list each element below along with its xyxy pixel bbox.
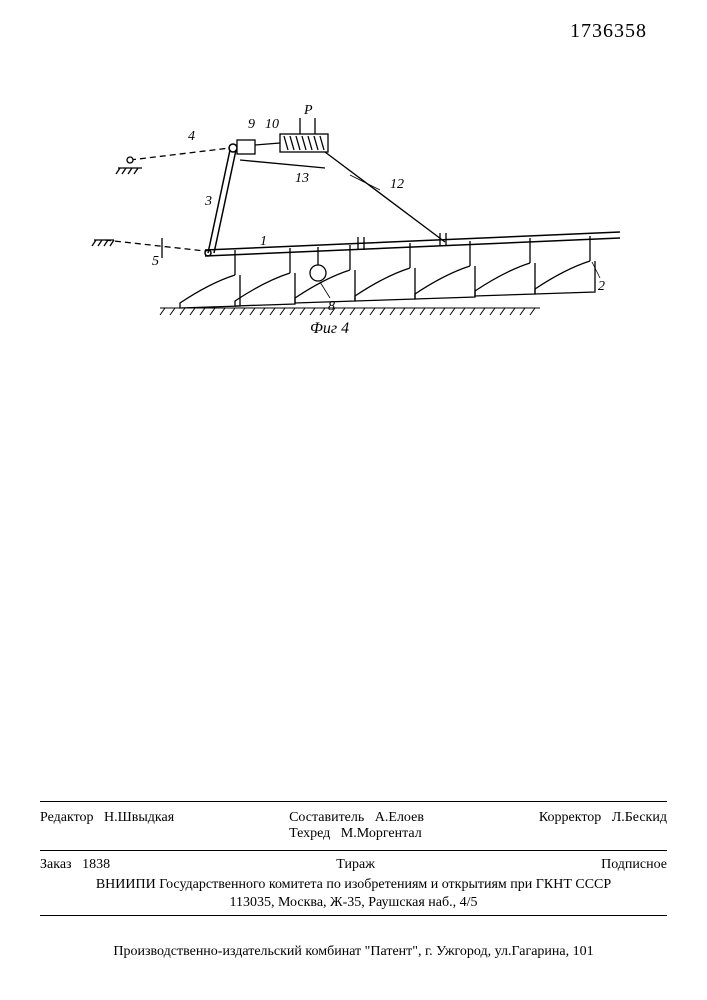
label-5: 5 (152, 254, 159, 269)
label-12: 12 (390, 177, 404, 192)
techred-name: М.Моргентал (341, 826, 422, 841)
org-line-2: 113035, Москва, Ж-35, Раушская наб., 4/5 (40, 895, 667, 911)
label-3: 3 (204, 194, 212, 209)
org-line-1: ВНИИПИ Государственного комитета по изоб… (40, 877, 667, 893)
order-label: Заказ (40, 857, 72, 872)
label-p: P (303, 103, 313, 118)
compiler-name: А.Елоев (375, 810, 424, 825)
tirazh-label: Тираж (336, 857, 375, 873)
compiler-label: Составитель (289, 810, 364, 825)
figure-caption: Фиг 4 (310, 320, 349, 338)
footer-block: Редактор Н.Швыдкая Составитель А.Елоев Т… (40, 797, 667, 920)
techred-label: Техред (289, 826, 330, 841)
editor-label: Редактор (40, 810, 94, 825)
label-2: 2 (598, 279, 605, 294)
publisher-line: Производственно-издательский комбинат "П… (40, 944, 667, 960)
figure-4: 4 9 10 P 13 12 3 1 5 8 2 (90, 90, 650, 350)
podpisnoe-label: Подписное (601, 857, 667, 873)
editor-name: Н.Швыдкая (104, 810, 174, 825)
label-1: 1 (260, 234, 267, 249)
label-9: 9 (248, 117, 255, 132)
label-10: 10 (265, 117, 279, 132)
corrector-label: Корректор (539, 810, 601, 825)
corrector-name: Л.Бескид (612, 810, 667, 825)
label-4: 4 (188, 129, 195, 144)
patent-number: 1736358 (570, 20, 647, 43)
order-number: 1838 (82, 857, 110, 872)
label-13: 13 (295, 171, 309, 186)
label-8: 8 (328, 299, 335, 314)
